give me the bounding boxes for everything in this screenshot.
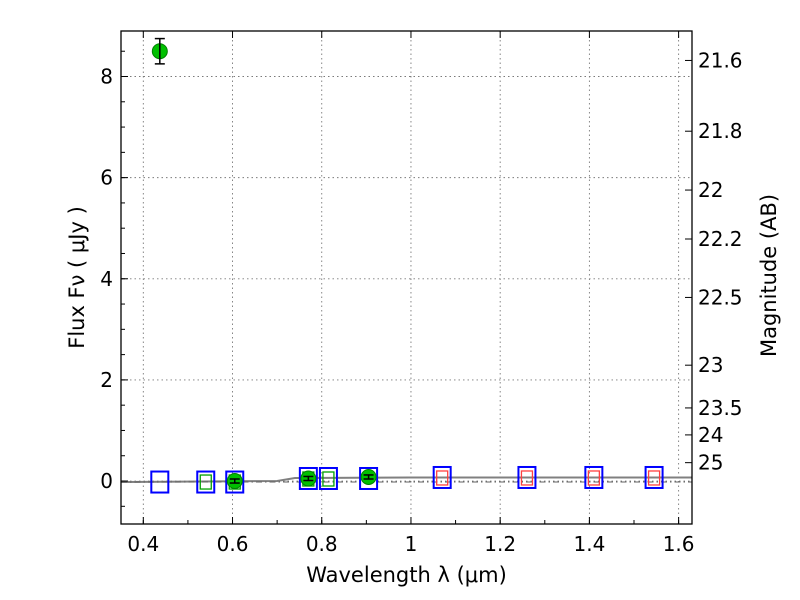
- y-tick-label: 4: [100, 267, 113, 291]
- y2-tick-label: 21.6: [698, 48, 743, 72]
- y-tick-label: 6: [100, 166, 113, 190]
- observed-limit-square: [322, 471, 335, 487]
- y-tick-label: 8: [100, 65, 113, 89]
- x-axis-label: Wavelength λ (μm): [306, 563, 507, 587]
- y2-tick-label: 23.5: [698, 396, 743, 420]
- y-axis-label: Flux Fν ( μJy ): [65, 206, 89, 349]
- observed-limit-square: [436, 470, 449, 486]
- x-tick-label: 0.6: [217, 532, 249, 556]
- y-tick-label: 0: [100, 469, 113, 493]
- model-photometry-square: [225, 470, 245, 494]
- x-tick-label: 0.4: [127, 532, 159, 556]
- y2-tick-label: 21.8: [698, 119, 743, 143]
- observed-limit-square: [199, 474, 212, 490]
- grid: [121, 31, 692, 524]
- y2-tick-label: 24: [698, 423, 723, 447]
- observed-limit-square: [587, 470, 601, 486]
- model-photometry-square: [298, 466, 318, 490]
- model-photometry-square: [318, 466, 338, 490]
- axes: 0.4 0.6 0.8 1 1.2 1.4 1.60246821.621.82222.222…: [100, 31, 743, 556]
- model-photometry-square: [432, 465, 452, 489]
- y2-tick-label: 22.2: [698, 227, 743, 251]
- y2-tick-label: 23: [698, 353, 723, 377]
- x-tick-label: 0.8: [306, 532, 338, 556]
- x-tick-label: 1.6: [663, 532, 695, 556]
- model-photometry-square: [359, 466, 379, 490]
- model-sed-line: [120, 476, 692, 484]
- observed-limit-square: [520, 470, 534, 486]
- x-tick-label: 1.2: [484, 532, 516, 556]
- model-photometry-square: [584, 465, 604, 489]
- y2-tick-label: 25: [698, 451, 723, 475]
- y2-tick-label: 22.5: [698, 285, 743, 309]
- x-tick-label: 1: [405, 532, 418, 556]
- model-photometry-square: [517, 465, 537, 489]
- model-photometry-square: [644, 465, 664, 489]
- observed-limit-square: [647, 470, 661, 486]
- plot-series: [120, 37, 692, 494]
- y2-tick-label: 22: [698, 178, 723, 202]
- plot-frame: [120, 30, 693, 525]
- y-tick-label: 2: [100, 368, 113, 392]
- x-tick-label: 1.4: [573, 532, 605, 556]
- model-photometry-square: [196, 470, 216, 494]
- model-photometry-square: [150, 470, 170, 494]
- y2-axis-label: Magnitude (AB): [757, 194, 781, 357]
